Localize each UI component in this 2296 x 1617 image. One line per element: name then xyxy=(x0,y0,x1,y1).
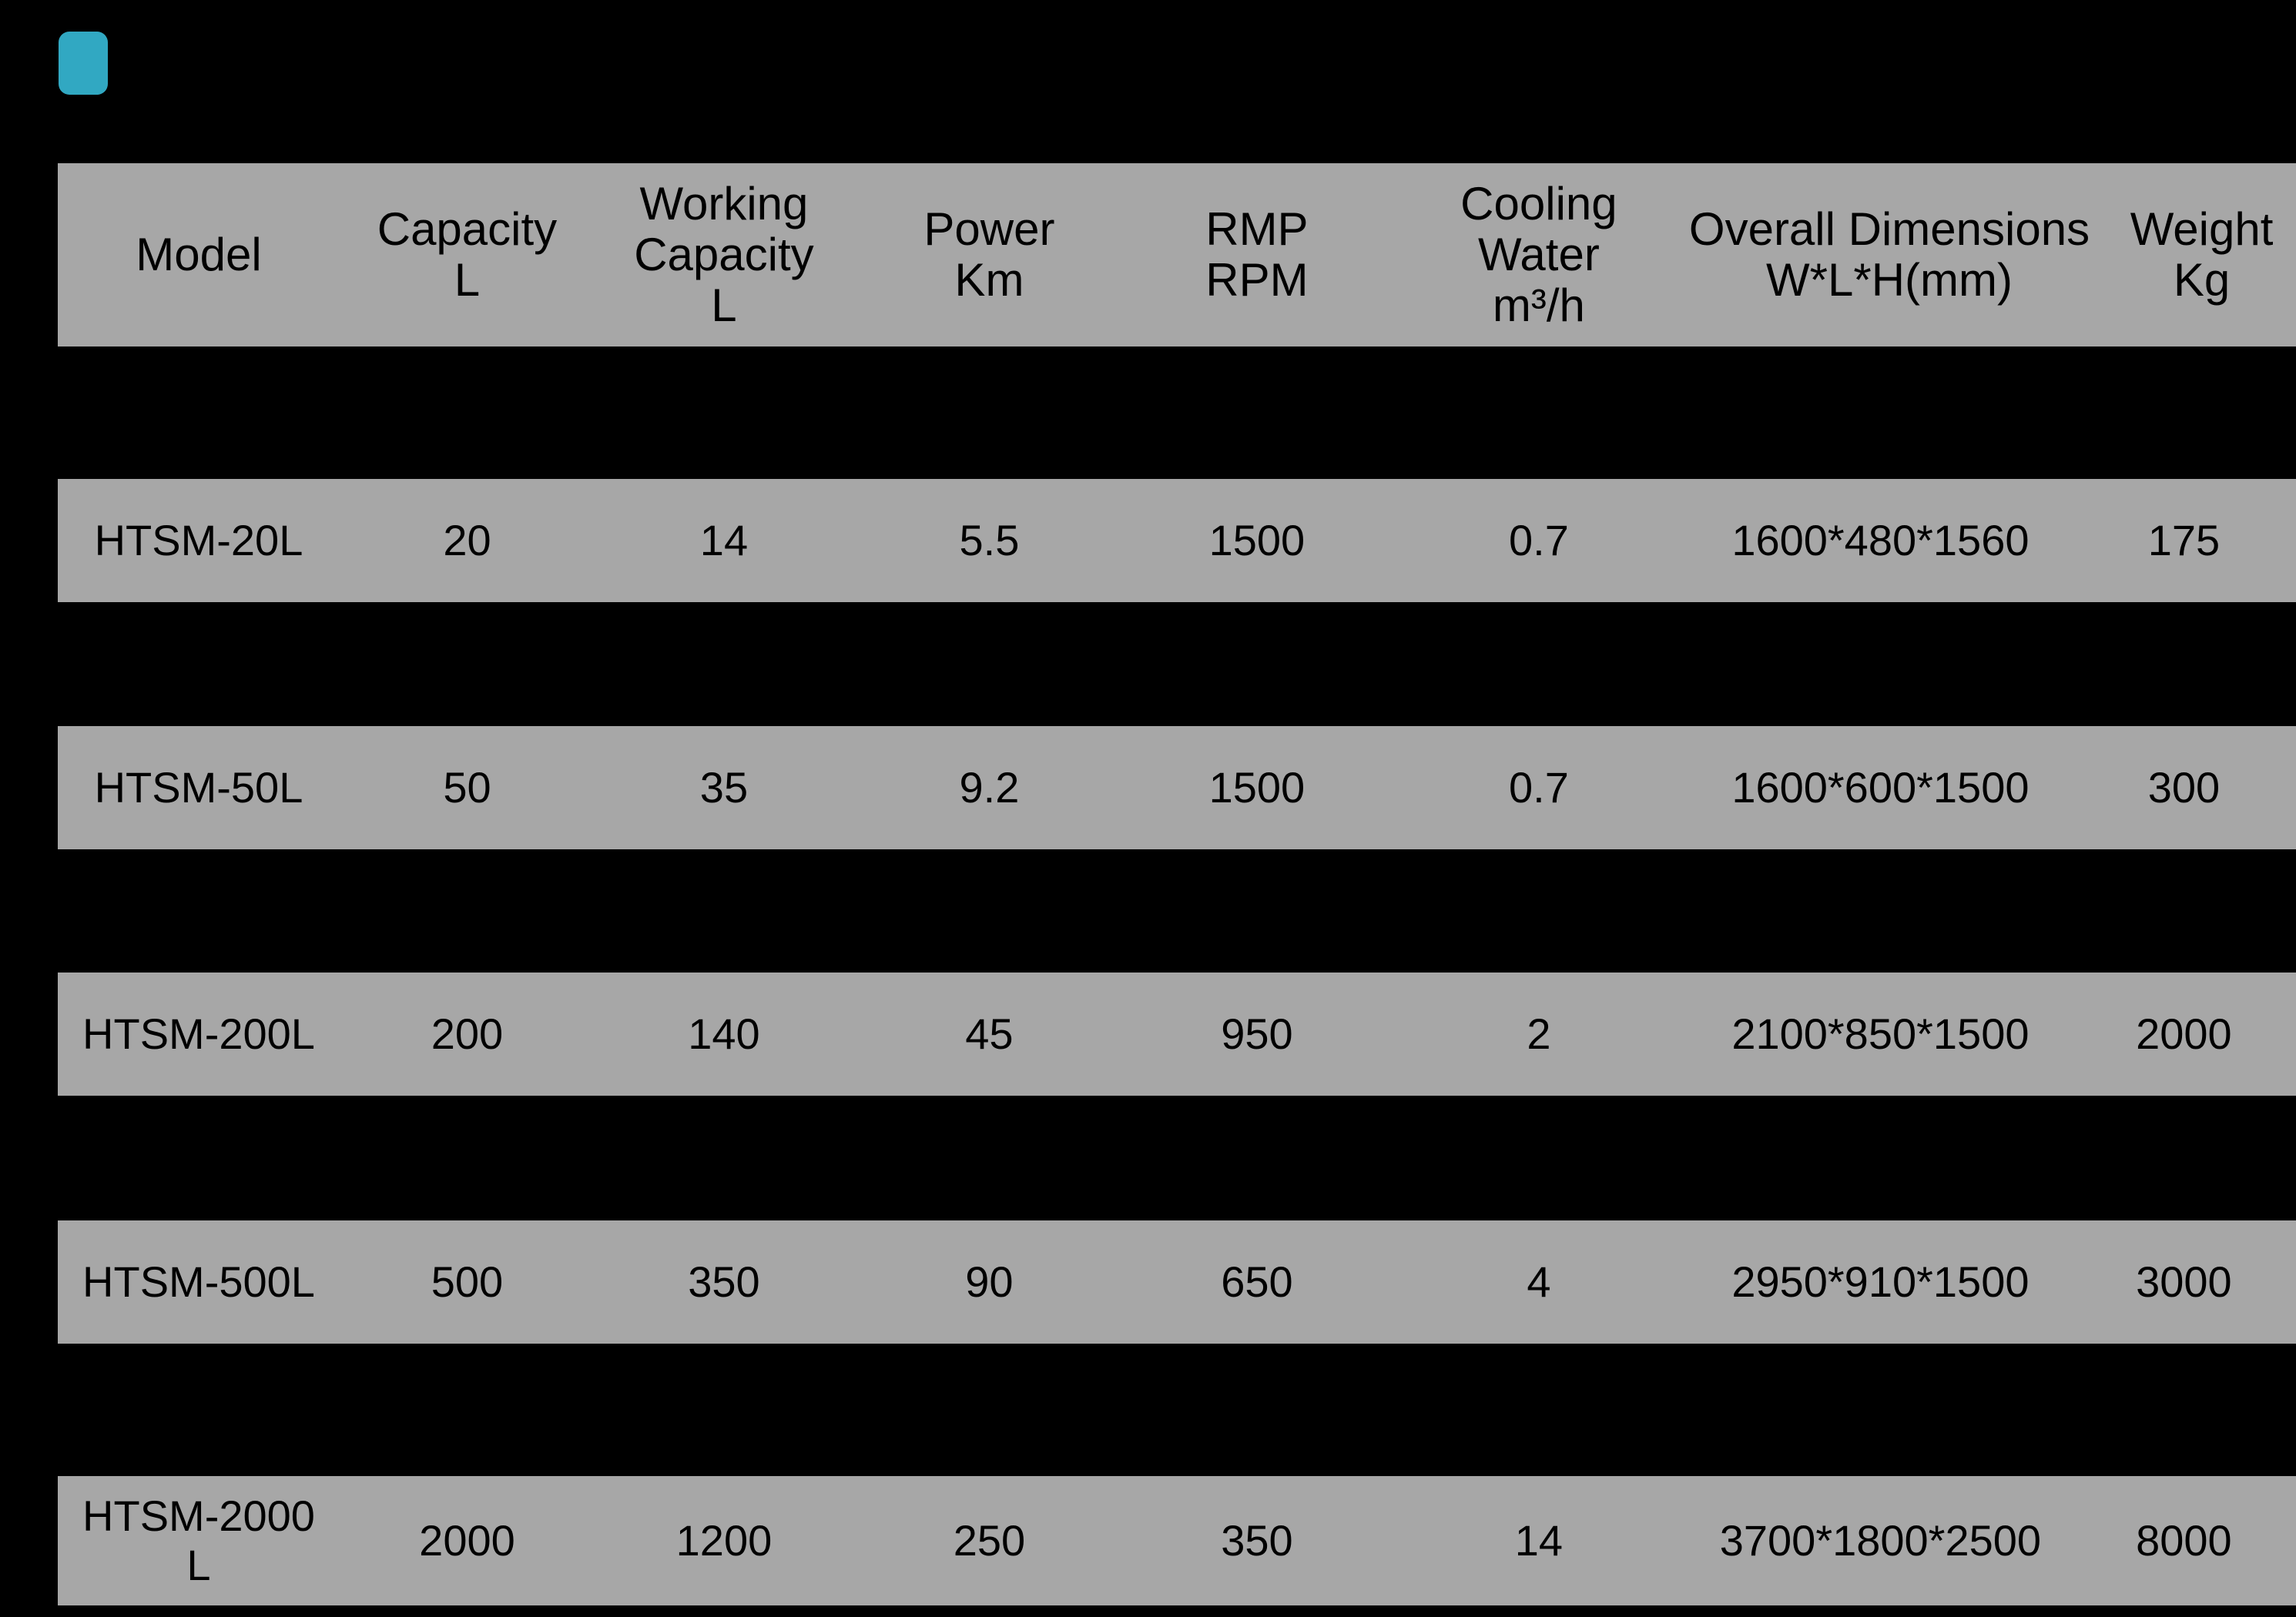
cell-dimensions: 1600*480*1560 xyxy=(1731,516,2030,564)
table-row: HTSM-20L 20 14 5.5 1500 0.7 1600*480*156… xyxy=(58,479,2296,602)
cell-model: HTSM-2000 L xyxy=(82,1491,315,1589)
cell-weight: 8000 xyxy=(2136,1516,2232,1565)
table-row: HTSM-500L 500 350 90 650 4 2950*910*1500… xyxy=(58,1220,2296,1344)
header-capacity: Capacity L xyxy=(377,203,558,306)
accent-square-icon xyxy=(59,32,108,95)
cell-power: 45 xyxy=(965,1009,1014,1058)
cell-working: 35 xyxy=(699,763,749,812)
cell-dimensions: 1600*600*1500 xyxy=(1731,763,2030,812)
table-row: HTSM-2000 L 2000 1200 250 350 14 3700*18… xyxy=(58,1476,2296,1605)
cell-rpm: 1500 xyxy=(1208,763,1306,812)
cell-working: 14 xyxy=(699,516,749,564)
cell-rpm: 650 xyxy=(1221,1257,1293,1306)
header-overall-dimensions: Overall Dimensions W*L*H(mm) xyxy=(1688,203,2090,306)
cell-rpm: 1500 xyxy=(1208,516,1306,564)
cell-cooling: 0.7 xyxy=(1508,763,1569,812)
table-row: HTSM-50L 50 35 9.2 1500 0.7 1600*600*150… xyxy=(58,726,2296,849)
cell-power: 90 xyxy=(965,1257,1014,1306)
cell-weight: 300 xyxy=(2147,763,2221,812)
cell-weight: 175 xyxy=(2147,516,2221,564)
cell-cooling: 4 xyxy=(1527,1257,1551,1306)
cell-model: HTSM-50L xyxy=(94,763,303,812)
cell-model: HTSM-200L xyxy=(82,1009,315,1058)
cell-capacity: 500 xyxy=(431,1257,504,1306)
table-header-row: Model Capacity L Working Capacity L Powe… xyxy=(58,163,2296,346)
header-weight: Weight Kg xyxy=(2130,203,2274,306)
cell-dimensions: 2950*910*1500 xyxy=(1731,1257,2030,1306)
cell-dimensions: 2100*850*1500 xyxy=(1731,1009,2030,1058)
cell-capacity: 50 xyxy=(443,763,491,812)
header-power: Power Km xyxy=(923,203,1055,306)
cell-power: 250 xyxy=(953,1516,1026,1565)
cell-capacity: 200 xyxy=(431,1009,504,1058)
cell-capacity: 2000 xyxy=(419,1516,515,1565)
header-cooling-water: Cooling Water m³/h xyxy=(1460,178,1617,331)
cell-rpm: 350 xyxy=(1221,1516,1293,1565)
cell-power: 9.2 xyxy=(959,763,1020,812)
table-row: HTSM-200L 200 140 45 950 2 2100*850*1500… xyxy=(58,973,2296,1096)
cell-power: 5.5 xyxy=(959,516,1020,564)
cell-rpm: 950 xyxy=(1221,1009,1293,1058)
header-model: Model xyxy=(136,229,262,280)
cell-dimensions: 3700*1800*2500 xyxy=(1719,1516,2042,1565)
cell-working: 350 xyxy=(688,1257,760,1306)
cell-cooling: 2 xyxy=(1527,1009,1551,1058)
header-working-capacity: Working Capacity L xyxy=(634,178,814,331)
header-rpm: RMP RPM xyxy=(1205,203,1309,306)
cell-cooling: 14 xyxy=(1514,1516,1564,1565)
cell-capacity: 20 xyxy=(443,516,491,564)
cell-weight: 2000 xyxy=(2136,1009,2232,1058)
cell-model: HTSM-500L xyxy=(82,1257,315,1306)
cell-weight: 3000 xyxy=(2136,1257,2232,1306)
cell-working: 140 xyxy=(688,1009,760,1058)
cell-cooling: 0.7 xyxy=(1508,516,1569,564)
cell-working: 1200 xyxy=(675,1516,773,1565)
cell-model: HTSM-20L xyxy=(94,516,303,564)
